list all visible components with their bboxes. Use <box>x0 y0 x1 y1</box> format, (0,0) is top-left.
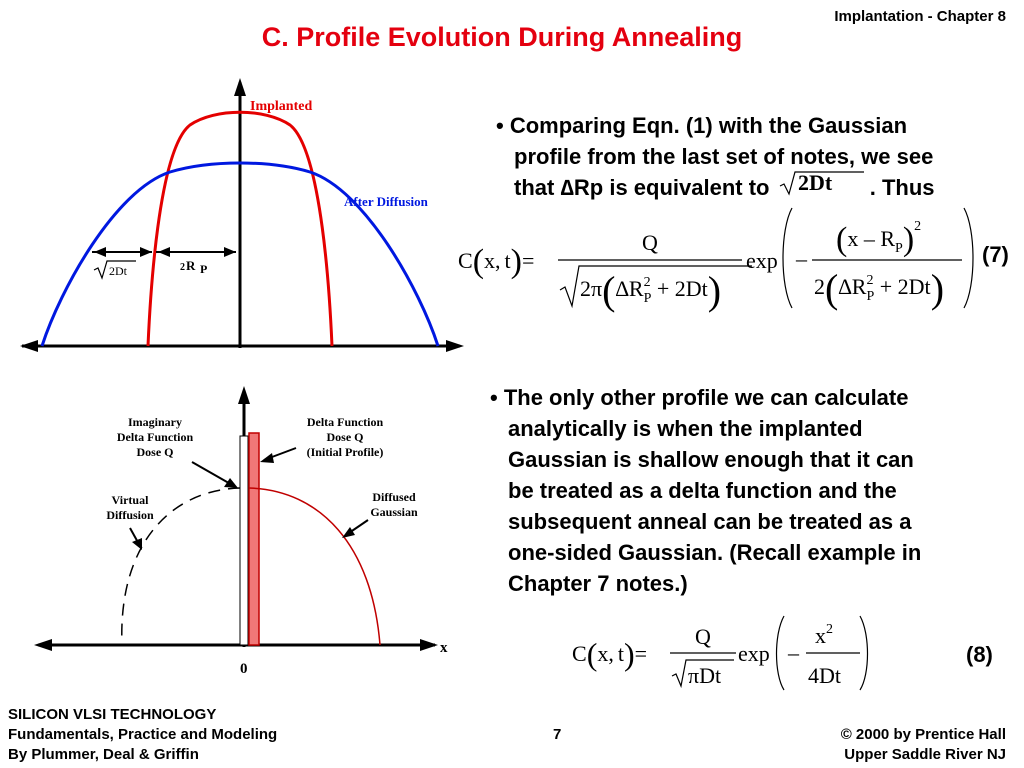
text1-line3: that ∆Rp is equivalent to 2Dt . Thus <box>496 170 1016 204</box>
text2-line3: Gaussian is shallow enough that it can <box>508 447 914 472</box>
imag-label-2: Delta Function <box>117 430 194 444</box>
rp-label-sub: P <box>200 262 207 276</box>
sqrt2dt-arrow-head <box>140 247 152 257</box>
footer-right: © 2000 by Prentice Hall Upper Saddle Riv… <box>841 725 1006 765</box>
sqrt-term-svg: 2Dt <box>779 170 864 196</box>
after-diffusion-label: After Diffusion <box>344 194 429 209</box>
text2-line7: Chapter 7 notes.) <box>508 571 688 596</box>
eq7-radical-icon <box>559 265 752 309</box>
eq8-radical-icon <box>671 659 734 689</box>
footer-left: SILICON VLSI TECHNOLOGY Fundamentals, Pr… <box>8 705 277 765</box>
text2-line4: be treated as a delta function and the <box>508 478 897 503</box>
origin-label: 0 <box>240 661 248 677</box>
rp-arrow-tail <box>158 247 170 257</box>
eq7-right-paren <box>963 207 974 309</box>
eq8-number: (8) <box>966 642 993 667</box>
slide-title: C. Profile Evolution During Annealing <box>261 22 743 52</box>
rp-label-pre: 2 <box>180 262 185 273</box>
radical-sign-icon <box>93 260 136 280</box>
delta-label-3: (Initial Profile) <box>307 445 384 459</box>
text1-line3a: that ∆Rp is equivalent to <box>514 175 770 200</box>
implanted-curve <box>146 110 334 347</box>
x-axis-2-left-arrow <box>34 639 52 651</box>
comparison-text: • Comparing Eqn. (1) with the Gaussian p… <box>496 110 1016 204</box>
chapter-header: Implantation - Chapter 8 <box>834 8 1006 25</box>
eq7-minus: – <box>795 246 808 271</box>
footer-authors: By Plummer, Deal & Griffin <box>8 746 199 763</box>
rp-label: R <box>186 258 196 273</box>
x-axis-left-arrow <box>20 340 38 352</box>
footer-book-subtitle: Fundamentals, Practice and Modeling <box>8 726 278 743</box>
y-axis-arrow <box>234 78 246 96</box>
page-number: 7 <box>553 726 562 743</box>
eq7-number: (7) <box>982 242 1009 267</box>
sqrt-term-text: 2Dt <box>798 170 833 195</box>
x-axis-label: x <box>440 640 448 656</box>
imaginary-pointer-head <box>224 478 238 488</box>
x-axis-right-arrow <box>446 340 464 352</box>
eq7-inner-num: (x – RP)2 <box>836 219 921 258</box>
eq7-left-paren <box>782 207 793 309</box>
eq7-inner-den: 2(∆R2 P + 2Dt) <box>814 266 944 311</box>
rp-arrow-head <box>224 247 236 257</box>
implanted-label: Implanted <box>250 99 312 114</box>
delta-figure: Imaginary Delta Function Dose Q Delta Fu… <box>34 386 448 677</box>
footer-copyright: © 2000 by Prentice Hall <box>840 726 1006 743</box>
eq8-inner-num: x2 <box>815 622 833 648</box>
eq7-lhs: C(x, t)= <box>458 243 534 280</box>
eq7-numerator: Q <box>642 230 658 255</box>
footer-publisher-location: Upper Saddle River NJ <box>844 746 1006 763</box>
eq8-inner-den: 4Dt <box>808 663 841 688</box>
text2-line2: analytically is when the implanted <box>508 416 863 441</box>
x-axis-2-right-arrow <box>420 639 438 651</box>
eq7-denominator: 2π(∆R2 P + 2Dt) <box>580 268 721 313</box>
radical-sign-icon <box>779 171 864 196</box>
virtual-label-1: Virtual <box>112 493 150 507</box>
sqrt2dt-label: 2Dt <box>109 264 128 278</box>
delta-function-rect <box>248 432 260 646</box>
virtual-diffusion-curve <box>121 487 241 646</box>
eq8-left-paren <box>775 615 785 691</box>
eq8-lhs: C(x, t)= <box>572 636 647 672</box>
eq8-numerator: Q <box>695 624 711 649</box>
diffused-pointer-head <box>342 527 355 538</box>
delta-label-2: Dose Q <box>327 430 364 444</box>
text2-line1: • The only other profile we can calculat… <box>490 385 909 410</box>
imaginary-delta-rect <box>239 435 249 646</box>
text1-line3b: . Thus <box>869 175 935 200</box>
diffused-label-1: Diffused <box>372 490 416 504</box>
imaginary-pointer <box>191 461 235 487</box>
virtual-label-2: Diffusion <box>106 508 154 522</box>
delta-label-1: Delta Function <box>307 415 384 429</box>
equation-8: C(x, t)= Q πDt exp – x2 4Dt <box>572 615 869 691</box>
equation-7: C(x, t)= Q 2π(∆R2 P + 2Dt) exp – (x – RP)2… <box>458 207 974 313</box>
eq8-exp: exp <box>738 641 770 666</box>
footer-book-title: SILICON VLSI TECHNOLOGY <box>8 706 217 723</box>
eq8-denominator: πDt <box>688 663 721 688</box>
text2-line5: subsequent anneal can be treated as a <box>508 509 912 534</box>
delta-text: • The only other profile we can calculat… <box>490 382 1020 599</box>
after-diffusion-curve <box>40 161 440 347</box>
text1-line1: • Comparing Eqn. (1) with the Gaussian <box>496 113 908 138</box>
eq8-minus: – <box>787 640 800 665</box>
text1-line2: profile from the last set of notes, we s… <box>514 144 934 169</box>
y-axis-2-arrow <box>238 386 250 404</box>
diffused-label-2: Gaussian <box>370 505 418 519</box>
eq7-exp: exp <box>746 248 778 273</box>
sqrt-term: 2Dt <box>776 166 864 198</box>
eq8-right-paren <box>859 615 869 691</box>
imag-label-1: Imaginary <box>128 415 182 429</box>
virtual-pointer-head <box>132 538 142 550</box>
text2-line6: one-sided Gaussian. (Recall example in <box>508 540 922 565</box>
profile-figure: Implanted After Diffusion 2Dt 2 R P <box>20 78 464 352</box>
delta-pointer-head <box>260 453 274 463</box>
imag-label-3: Dose Q <box>137 445 174 459</box>
sqrt2dt-arrow-tail <box>94 247 106 257</box>
diffused-gaussian-curve <box>248 487 381 646</box>
